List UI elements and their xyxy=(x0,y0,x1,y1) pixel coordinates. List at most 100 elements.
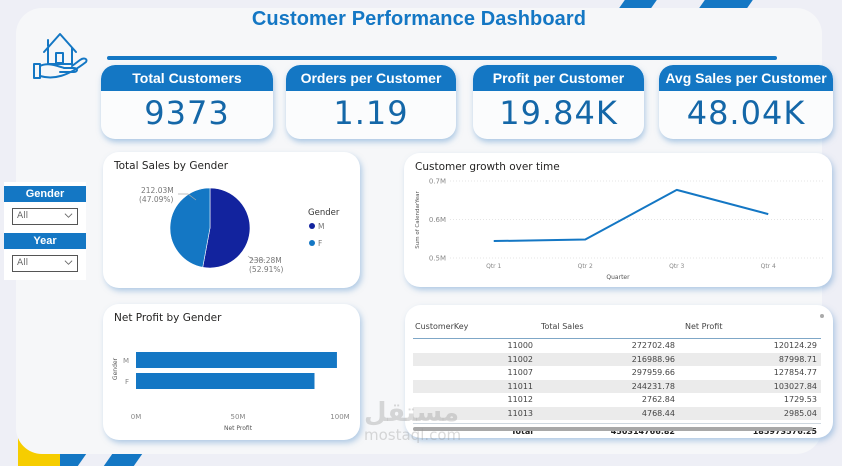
horizontal-scrollbar[interactable] xyxy=(413,427,813,431)
customer-growth-card[interactable]: Customer growth over time 0.5M 0.6M 0.7M Q… xyxy=(404,153,832,287)
decor-stripe-top-2 xyxy=(699,0,753,8)
kpi-label: Profit per Customer xyxy=(473,65,644,91)
y-tick-label: 0.5M xyxy=(429,255,446,263)
kpi-profit-per-customer[interactable]: Profit per Customer 19.84K xyxy=(473,65,644,139)
table-row[interactable]: 11012 2762.84 1729.53 xyxy=(413,393,821,407)
total-label: Total xyxy=(511,427,533,436)
customer-table: CustomerKey Total Sales Net Profit 11000… xyxy=(413,315,821,439)
total-net-profit-value: 185973576.25 xyxy=(752,427,817,436)
cell-total-sales: 4768.44 xyxy=(641,408,675,418)
legend-label-m[interactable]: M xyxy=(318,222,324,231)
x-tick-label: Qtr 3 xyxy=(669,263,684,270)
pie-slice-f[interactable] xyxy=(169,187,211,268)
cell-total-sales: 244231.78 xyxy=(631,381,675,391)
bar-m[interactable] xyxy=(136,352,337,368)
legend-marker-m xyxy=(309,223,315,229)
legend-label-f[interactable]: F xyxy=(318,239,322,248)
cell-total-sales: 297959.66 xyxy=(631,368,675,378)
table-row[interactable]: 11011 244231.78 103027.84 xyxy=(413,379,821,393)
chart-title: Total Sales by Gender xyxy=(114,160,229,172)
data-label-f-percent: (47.09%) xyxy=(139,195,174,204)
table-row[interactable]: 11002 216988.96 87998.71 xyxy=(413,352,821,366)
x-axis-title: Net Profit xyxy=(224,425,253,432)
x-tick-label: Qtr 4 xyxy=(761,263,776,270)
chart-title: Net Profit by Gender xyxy=(114,312,222,324)
table-total-row: Total 450314766.82 185973576.25 xyxy=(413,423,821,439)
kpi-label: Avg Sales per Customer xyxy=(659,65,833,91)
bar-chart: M F 0M 50M 100M Net Profit Gender xyxy=(112,352,350,432)
kpi-value: 9373 xyxy=(144,94,230,132)
filter-panel: Gender All Year All xyxy=(4,182,86,280)
gender-dropdown[interactable]: All xyxy=(12,208,78,225)
y-tick-label: M xyxy=(123,357,129,365)
cell-customerkey: 11002 xyxy=(507,354,533,364)
cell-customerkey: 11013 xyxy=(507,408,533,418)
cell-net-profit: 103027.84 xyxy=(773,381,817,391)
decor-stripe-bottom-2 xyxy=(103,454,143,466)
table-header: CustomerKey Total Sales Net Profit xyxy=(413,315,821,339)
watermark-latin: mostaql.com xyxy=(364,426,462,444)
x-tick-label: 50M xyxy=(231,413,246,421)
cell-net-profit: 87998.71 xyxy=(778,354,817,364)
column-header-customerkey[interactable]: CustomerKey xyxy=(415,322,469,331)
year-dropdown[interactable]: All xyxy=(12,255,78,272)
x-tick-label: Qtr 1 xyxy=(486,263,501,270)
y-tick-label: F xyxy=(125,378,129,386)
cell-customerkey: 11007 xyxy=(507,368,533,378)
data-label-f-value: 212.03M xyxy=(141,186,174,195)
more-options-icon[interactable] xyxy=(819,313,825,319)
kpi-label: Total Customers xyxy=(101,65,273,91)
x-tick-label: 100M xyxy=(330,413,349,421)
chart-title: Customer growth over time xyxy=(415,161,560,173)
total-sales-by-gender-card[interactable]: Total Sales by Gender 212.03M (47.09%) 2… xyxy=(103,152,360,288)
x-tick-label: 0M xyxy=(131,413,142,421)
house-in-hand-icon xyxy=(33,33,88,79)
kpi-value: 1.19 xyxy=(333,94,409,132)
gender-dropdown-value: All xyxy=(17,211,29,221)
cell-net-profit: 120124.29 xyxy=(773,341,817,351)
cell-total-sales: 272702.48 xyxy=(631,341,675,351)
cell-net-profit: 1729.53 xyxy=(783,395,817,405)
watermark: مستقل mostaql.com xyxy=(364,400,462,444)
year-dropdown-value: All xyxy=(17,258,29,268)
y-tick-label: 0.6M xyxy=(429,216,446,224)
leader-line xyxy=(178,193,197,201)
y-axis-title: Sum of CalendarYear xyxy=(415,191,421,249)
cell-net-profit: 127854.77 xyxy=(773,368,817,378)
cell-net-profit: 2985.04 xyxy=(783,408,817,418)
table-row[interactable]: 11000 272702.48 120124.29 xyxy=(413,339,821,353)
net-profit-by-gender-card[interactable]: Net Profit by Gender M F 0M 50M 100M Net Pr… xyxy=(103,304,360,440)
cell-customerkey: 11012 xyxy=(507,395,533,405)
y-axis-title: Gender xyxy=(112,357,119,380)
column-header-net-profit[interactable]: Net Profit xyxy=(685,322,723,331)
cell-customerkey: 11000 xyxy=(507,341,533,351)
kpi-orders-per-customer[interactable]: Orders per Customer 1.19 xyxy=(286,65,456,139)
x-axis-title: Quarter xyxy=(606,274,630,281)
customer-table-card[interactable]: CustomerKey Total Sales Net Profit 11000… xyxy=(405,305,833,438)
y-tick-label: 0.7M xyxy=(429,178,446,186)
page-title: Customer Performance Dashboard xyxy=(251,8,587,30)
data-label-m-percent: (52.91%) xyxy=(249,265,284,274)
pie-slice-m[interactable] xyxy=(202,187,251,269)
kpi-avg-sales-per-customer[interactable]: Avg Sales per Customer 48.04K xyxy=(659,65,833,139)
legend-title: Gender xyxy=(308,208,340,218)
year-slicer-label: Year xyxy=(4,233,86,249)
table-row[interactable]: 11013 4768.44 2985.04 xyxy=(413,406,821,420)
chevron-down-icon xyxy=(64,260,73,265)
kpi-value: 19.84K xyxy=(499,94,618,132)
gender-slicer-label: Gender xyxy=(4,186,86,202)
total-sales-value: 450314766.82 xyxy=(610,427,675,436)
cell-total-sales: 216988.96 xyxy=(631,354,675,364)
kpi-total-customers[interactable]: Total Customers 9373 xyxy=(101,65,273,139)
decor-stripe-top-1 xyxy=(619,0,657,8)
table-row[interactable]: 11007 297959.66 127854.77 xyxy=(413,366,821,380)
kpi-label: Orders per Customer xyxy=(286,65,456,91)
series-line[interactable] xyxy=(493,188,769,243)
column-header-total-sales[interactable]: Total Sales xyxy=(541,322,584,331)
x-tick-label: Qtr 2 xyxy=(578,263,593,270)
bar-f[interactable] xyxy=(136,373,315,389)
kpi-value: 48.04K xyxy=(686,94,806,132)
legend-marker-f xyxy=(309,240,315,246)
title-underline xyxy=(107,56,777,60)
leader-line xyxy=(247,255,265,261)
